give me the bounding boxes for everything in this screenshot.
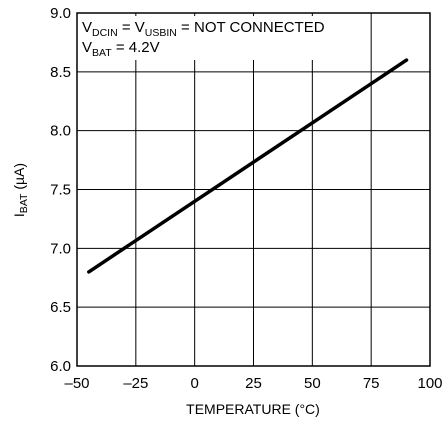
y-tick-label: 6.0 [50,358,71,375]
y-axis-title: IBAT (µA) [11,163,30,217]
x-tick-label: 75 [363,375,380,392]
annotation-line-1: VDCIN = VUSBIN = NOT CONNECTED [82,19,325,39]
x-tick-labels: –50 –25 0 25 50 75 100 [64,375,442,392]
x-tick-label: –50 [64,375,89,392]
x-tick-label: –25 [123,375,148,392]
y-tick-label: 8.5 [50,64,71,81]
plot-frame [76,12,431,367]
grid [77,13,430,366]
x-tick-label: 100 [417,375,442,392]
x-tick-label: 50 [304,375,321,392]
y-tick-label: 6.5 [50,299,71,316]
x-tick-label: 0 [190,375,198,392]
y-tick-label: 9.0 [50,5,71,22]
annotation-background [80,16,352,60]
x-tick-label: 25 [245,375,262,392]
x-axis-title: TEMPERATURE (°C) [186,401,320,417]
y-tick-label: 7.0 [50,240,71,257]
annotation-line-2: VBAT = 4.2V [82,39,160,59]
y-tick-label: 7.5 [50,182,71,199]
series-line [87,58,409,274]
y-tick-label: 8.0 [50,123,71,140]
y-tick-labels: 6.0 6.5 7.0 7.5 8.0 8.5 9.0 [50,5,71,375]
